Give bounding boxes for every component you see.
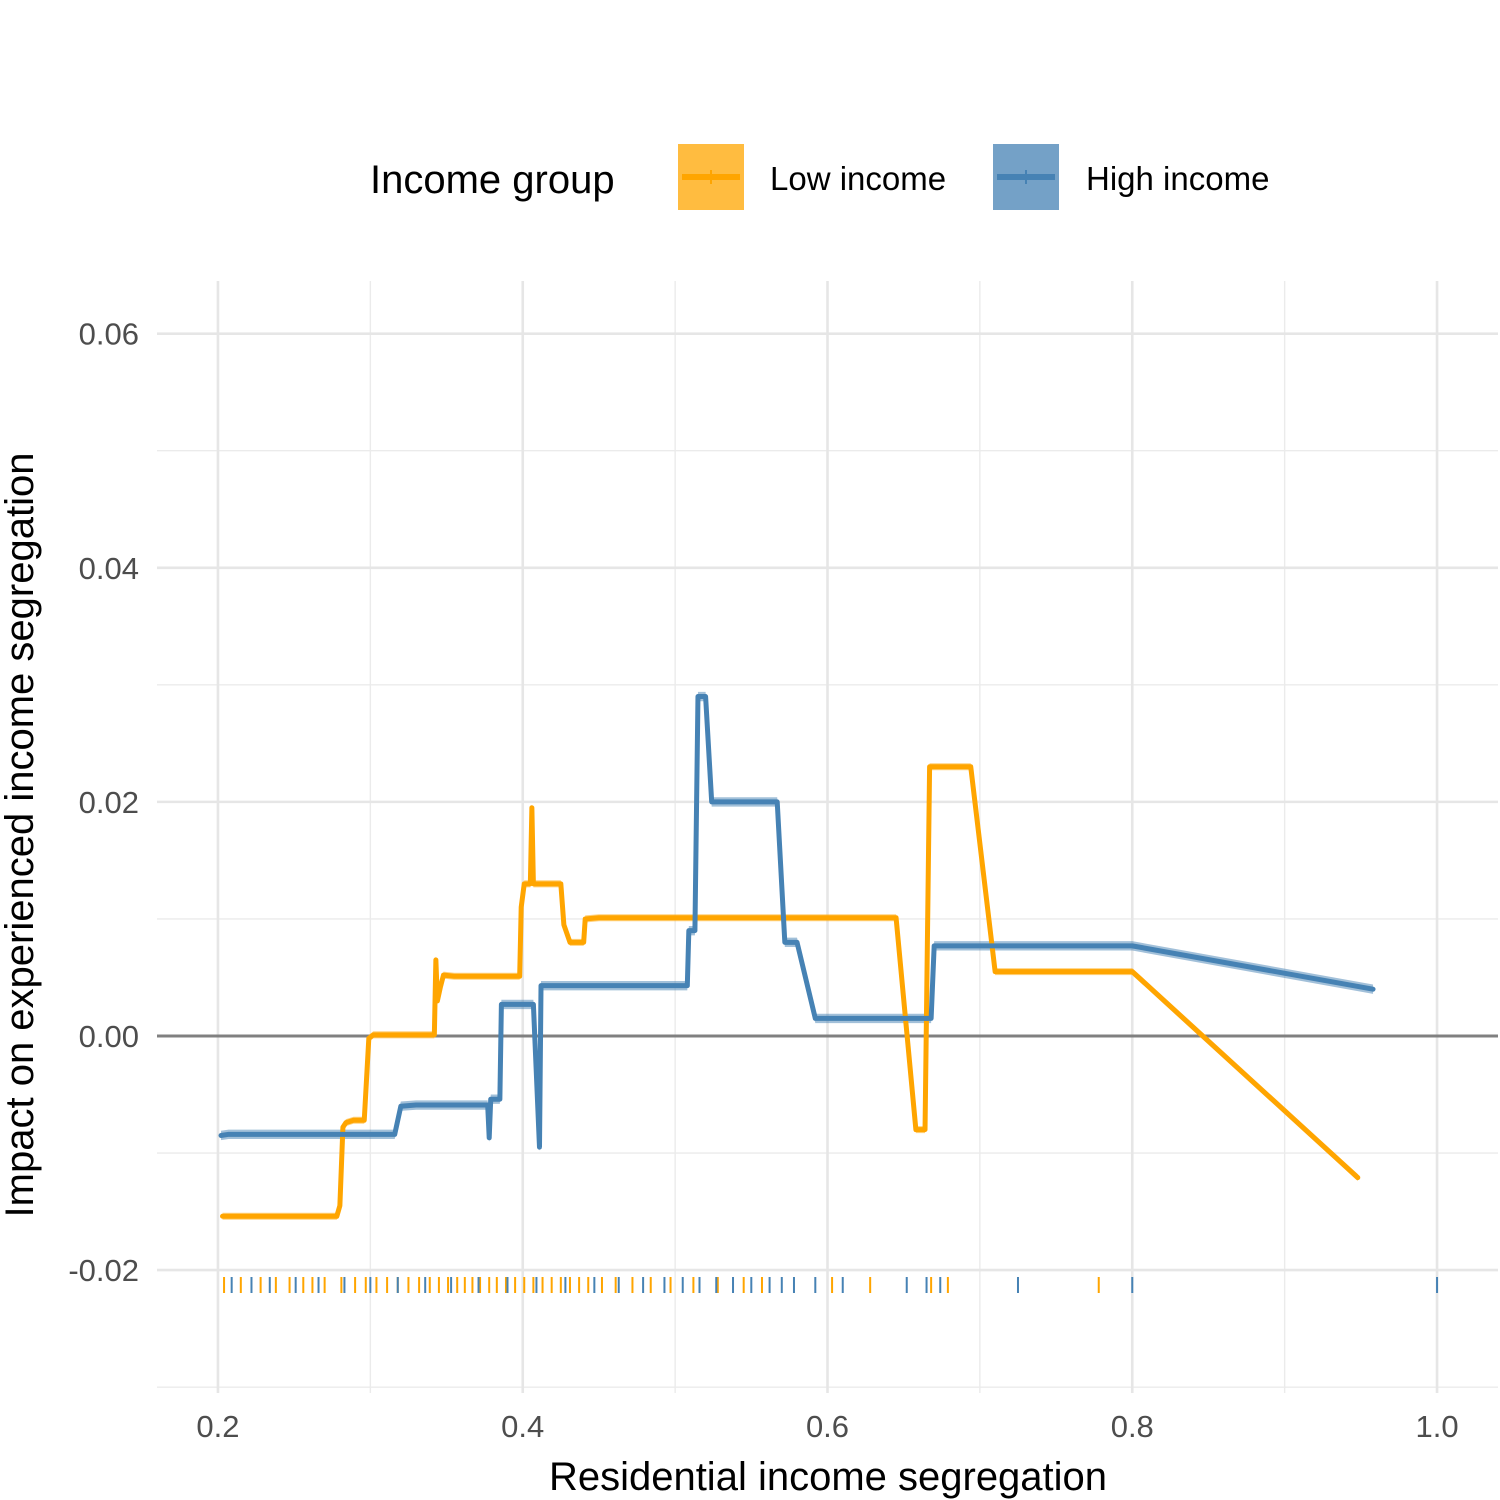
x-axis-title: Residential income segregation: [549, 1455, 1107, 1499]
x-tick-label: 1.0: [1415, 1409, 1458, 1444]
y-tick-label: -0.02: [68, 1253, 139, 1288]
low-income-legend-label: Low income: [770, 160, 946, 197]
x-tick-label: 0.2: [196, 1409, 239, 1444]
x-tick-label: 0.8: [1111, 1409, 1154, 1444]
y-tick-label: 0.06: [79, 317, 139, 352]
grid-lines: [157, 281, 1498, 1393]
low-income-line: [220, 764, 1361, 1219]
low-income-confidence-band: [222, 763, 1358, 1220]
x-tick-labels: 0.2 0.4 0.6 0.8 1.0: [196, 1409, 1458, 1444]
high-income-confidence-band: [221, 691, 1374, 1152]
legend-title: Income group: [370, 158, 615, 202]
y-tick-label: 0.04: [79, 551, 139, 586]
x-tick-label: 0.6: [806, 1409, 849, 1444]
series-lines: [218, 694, 1376, 1219]
y-axis-title: Impact on experienced income segregation: [0, 453, 42, 1218]
rug-marks: [223, 1277, 1439, 1293]
high-income-line: [218, 694, 1376, 1150]
y-tick-labels: -0.02 0.00 0.02 0.04 0.06: [68, 317, 139, 1288]
y-tick-label: 0.02: [79, 785, 139, 820]
high-income-legend-label: High income: [1086, 160, 1269, 197]
legend: Income group Low income High income: [370, 144, 1269, 210]
y-tick-label: 0.00: [79, 1019, 139, 1054]
x-tick-label: 0.4: [501, 1409, 544, 1444]
